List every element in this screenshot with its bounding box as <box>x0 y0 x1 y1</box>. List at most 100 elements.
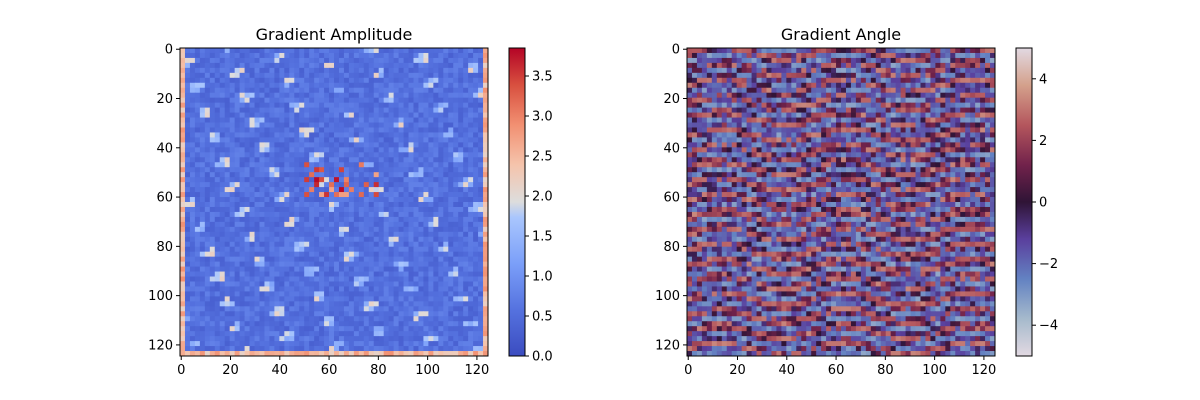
amplitude-cell <box>383 177 390 183</box>
amplitude-cell <box>453 281 459 287</box>
amplitude-cell <box>398 62 404 69</box>
amplitude-cell <box>334 117 340 123</box>
amplitude-cell <box>383 216 390 223</box>
amplitude-cell <box>413 236 419 243</box>
angle-cell <box>990 62 996 69</box>
amplitude-cell <box>348 167 355 173</box>
amplitude-cell <box>279 341 285 347</box>
amplitude-cell <box>473 197 479 203</box>
amplitude-cell <box>189 182 196 188</box>
amplitude-cell <box>284 351 290 357</box>
angle-cell <box>746 77 752 84</box>
amplitude-cell <box>423 216 429 223</box>
amplitude-cell <box>358 77 365 84</box>
amplitude-cell <box>343 167 350 173</box>
amplitude-cell <box>314 192 320 198</box>
angle-cell <box>816 87 822 94</box>
amplitude-cell <box>224 206 231 213</box>
amplitude-cell <box>299 351 305 357</box>
amplitude-cell <box>423 157 429 163</box>
amplitude-cell <box>214 172 221 178</box>
amplitude-cell <box>448 321 454 327</box>
amplitude-cell <box>393 341 399 347</box>
angle-cell <box>860 48 867 54</box>
amplitude-cell <box>234 172 241 178</box>
amplitude-cell <box>284 77 290 84</box>
amplitude-cell <box>259 92 265 99</box>
amplitude-cell <box>408 82 414 89</box>
amplitude-cell <box>428 92 434 99</box>
amplitude-cell <box>234 231 241 238</box>
amplitude-cell <box>194 112 201 118</box>
angle-cell <box>701 77 708 84</box>
amplitude-cell <box>229 137 236 143</box>
amplitude-cell <box>180 92 186 99</box>
amplitude-cell <box>468 137 474 143</box>
amplitude-cell <box>358 132 365 138</box>
angle-cell <box>930 52 936 59</box>
amplitude-cell <box>314 336 320 342</box>
angle-cell <box>781 97 787 104</box>
amplitude-cell <box>373 172 380 178</box>
amplitude-cell <box>189 246 196 253</box>
amplitude-cell <box>324 157 330 163</box>
amplitude-cell <box>383 256 390 263</box>
angle-cell <box>726 107 733 113</box>
amplitude-cell <box>458 57 464 64</box>
angle-cell <box>975 117 981 123</box>
amplitude-cell <box>299 107 305 113</box>
angle-cell <box>900 87 906 94</box>
amplitude-cell <box>180 311 186 317</box>
amplitude-cell <box>284 67 290 74</box>
angle-cell <box>935 92 941 99</box>
angle-cell <box>890 77 897 84</box>
amplitude-cell <box>299 271 305 277</box>
amplitude-cell <box>408 206 414 213</box>
amplitude-cell <box>388 117 395 123</box>
angle-cell <box>796 72 802 79</box>
amplitude-colorbar-tick-label: 1.0 <box>532 270 553 285</box>
amplitude-cell <box>314 331 320 337</box>
angle-cell <box>880 62 887 69</box>
amplitude-cell <box>204 226 211 233</box>
angle-cell <box>781 67 787 74</box>
amplitude-cell <box>453 82 459 89</box>
amplitude-cell <box>378 48 385 54</box>
angle-cell <box>920 92 926 99</box>
amplitude-cell <box>403 72 409 79</box>
amplitude-cell <box>244 336 250 342</box>
amplitude-cell <box>184 102 191 109</box>
amplitude-cell <box>249 316 255 322</box>
amplitude-cell <box>284 142 290 148</box>
amplitude-cell <box>319 112 325 118</box>
amplitude-cell <box>483 326 489 332</box>
angle-cell <box>955 87 961 94</box>
amplitude-cell <box>398 261 404 267</box>
angle-cell <box>696 77 703 84</box>
amplitude-cell <box>353 72 360 79</box>
amplitude-cell <box>373 246 380 253</box>
amplitude-cell <box>353 162 360 168</box>
amplitude-cell <box>398 107 404 113</box>
angle-cell <box>930 77 936 84</box>
angle-cell <box>890 107 897 113</box>
amplitude-cell <box>209 241 216 248</box>
angle-cell <box>811 62 817 69</box>
angle-cell <box>970 48 976 54</box>
amplitude-cell <box>219 127 226 133</box>
amplitude-cell <box>264 301 270 307</box>
amplitude-cell <box>378 102 385 109</box>
angle-cell <box>845 72 852 79</box>
angle-cell <box>731 122 738 128</box>
angle-cell <box>821 122 827 128</box>
amplitude-cell <box>473 137 479 143</box>
amplitude-cell <box>348 251 355 258</box>
amplitude-cell <box>433 167 439 173</box>
amplitude-cell <box>458 231 464 238</box>
amplitude-cell <box>254 192 260 198</box>
amplitude-cell <box>259 112 265 118</box>
amplitude-cell <box>294 221 300 228</box>
amplitude-cell <box>363 112 370 118</box>
amplitude-cell <box>363 107 370 113</box>
amplitude-cell <box>299 216 305 223</box>
